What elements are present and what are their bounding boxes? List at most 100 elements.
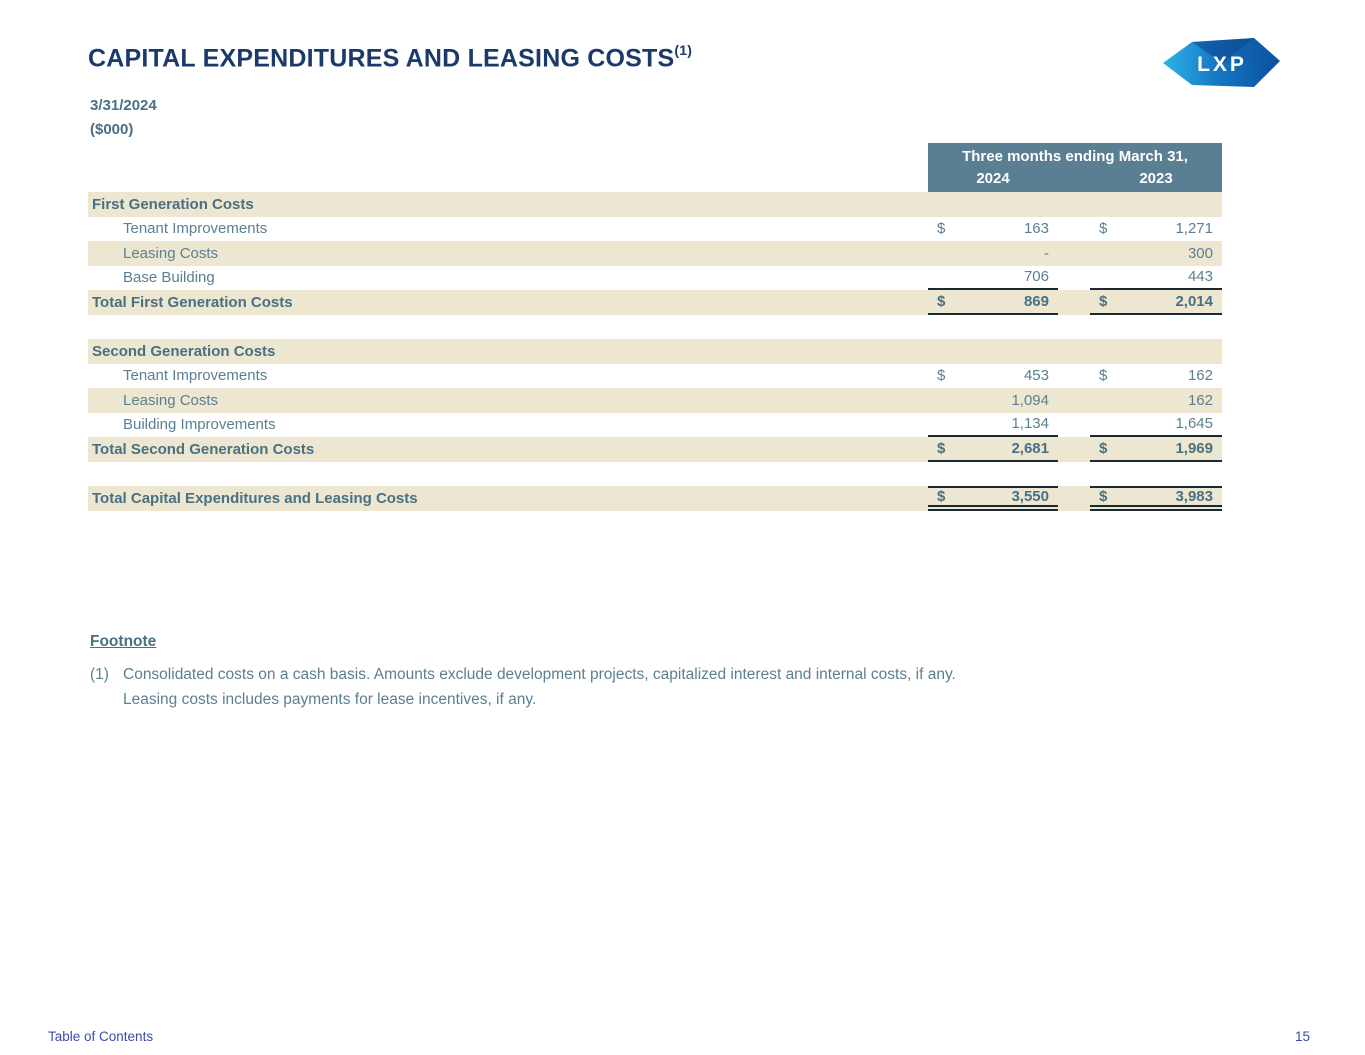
value-cell-2023: 443 [1090,266,1222,290]
value-cell-2024: 1,134 [928,413,1058,437]
footnote-text: Consolidated costs on a cash basis. Amou… [123,663,956,712]
column-gap [1058,192,1090,217]
spacer-row [88,462,1222,487]
value-cell-2024: - [928,241,1058,266]
value-cell-2023 [1090,192,1222,217]
total-label: Total Second Generation Costs [92,440,315,458]
value-cell-2024: 1,094 [928,388,1058,413]
footnote-item: (1) Consolidated costs on a cash basis. … [88,663,1048,712]
row-label: Building Improvements [123,416,276,434]
column-gap [1058,339,1090,364]
value-2023: 3,983 [1175,487,1213,505]
table-row: Tenant Improvements $163 $1,271 [88,217,1222,242]
value-cell-2024: $869 [928,290,1058,315]
value-cell-2023: $3,983 [1090,486,1222,511]
table-total-row: Total Second Generation Costs $2,681 $1,… [88,437,1222,462]
column-gap [1058,413,1090,438]
grand-total-label: Total Capital Expenditures and Leasing C… [92,489,418,507]
row-label: Leasing Costs [123,244,219,262]
table-section-row: Second Generation Costs [88,339,1222,364]
table-section-row: First Generation Costs [88,192,1222,217]
page-title-text: CAPITAL EXPENDITURES AND LEASING COSTS [88,44,675,73]
row-label: Tenant Improvements [123,220,268,238]
footnote-heading: Footnote [90,633,157,650]
value-2023: 1,969 [1175,439,1213,457]
section-label: First Generation Costs [92,195,254,213]
value-2024: - [1044,244,1049,262]
value-cell-2023: 162 [1090,388,1222,413]
units-label: ($000) [90,121,134,138]
table-row: Base Building 706 443 [88,266,1222,291]
currency-symbol: $ [1099,367,1108,385]
value-cell-2024: 706 [928,266,1058,290]
table-row: Tenant Improvements $453 $162 [88,364,1222,389]
lxp-logo-icon: LXP [1163,38,1280,87]
table-row: Leasing Costs - 300 [88,241,1222,266]
column-gap [1058,437,1090,462]
value-2024: 3,550 [1011,487,1049,505]
currency-symbol: $ [1099,487,1108,505]
currency-symbol: $ [937,439,946,457]
currency-symbol: $ [1099,292,1108,310]
value-2024: 2,681 [1011,439,1049,457]
value-cell-2023: $2,014 [1090,290,1222,315]
value-cell-2023: 300 [1090,241,1222,266]
row-label: Leasing Costs [123,391,219,409]
table-grand-total-row: Total Capital Expenditures and Leasing C… [88,486,1222,511]
page-title: CAPITAL EXPENDITURES AND LEASING COSTS(1… [88,42,692,73]
value-2023: 443 [1187,268,1213,286]
currency-symbol: $ [1099,220,1108,238]
year-header-row: 2024 2023 [928,170,1222,187]
column-gap [1058,486,1090,511]
header-label-spacer [88,143,928,192]
footnote-section: Footnote (1) Consolidated costs on a cas… [88,633,1048,712]
value-2024: 706 [1023,268,1049,286]
table-total-row: Total First Generation Costs $869 $2,014 [88,290,1222,315]
column-gap [1058,217,1090,242]
footnote-number: (1) [90,666,109,683]
currency-symbol: $ [937,487,946,505]
svg-text:LXP: LXP [1197,53,1247,76]
value-cell-2023: $162 [1090,364,1222,389]
row-label: Tenant Improvements [123,367,268,385]
value-cell-2024: $2,681 [928,437,1058,462]
value-2023: 2,014 [1175,292,1213,310]
column-gap [1058,290,1090,315]
value-2024: 1,094 [1011,391,1049,409]
value-cell-2023: $1,969 [1090,437,1222,462]
value-cell-2023: $1,271 [1090,217,1222,242]
column-gap [1058,266,1090,291]
row-label: Base Building [123,269,215,287]
column-gap [1058,364,1090,389]
section-label: Second Generation Costs [92,342,276,360]
column-gap [1058,170,1090,187]
value-cell-2024: $163 [928,217,1058,242]
total-label: Total First Generation Costs [92,293,293,311]
column-gap [1058,241,1090,266]
value-2024: 1,134 [1011,415,1049,433]
value-2023: 1,645 [1175,415,1213,433]
spacer-row [88,315,1222,340]
table-of-contents-link[interactable]: Table of Contents [48,1029,154,1044]
value-cell-2024: $453 [928,364,1058,389]
year-2024-header: 2024 [976,170,1010,187]
footnote-line-1: Consolidated costs on a cash basis. Amou… [123,666,956,683]
value-2023: 1,271 [1175,220,1213,238]
value-cell-2024: $3,550 [928,486,1058,511]
value-2024: 869 [1023,292,1049,310]
value-2024: 453 [1023,367,1049,385]
table-header-row: Three months ending March 31, 2024 2023 [88,143,1222,192]
value-2023: 162 [1187,391,1213,409]
value-cell-2023 [1090,339,1222,364]
report-date: 3/31/2024 [90,97,157,114]
table-row: Building Improvements 1,134 1,645 [88,413,1222,438]
value-2023: 300 [1187,244,1213,262]
lxp-logo: LXP [1163,36,1281,92]
table-row: Leasing Costs 1,094 162 [88,388,1222,413]
currency-symbol: $ [937,220,946,238]
period-header-label: Three months ending March 31, [962,148,1188,165]
currency-symbol: $ [1099,439,1108,457]
value-cell-2024 [928,192,1058,217]
value-cell-2024 [928,339,1058,364]
